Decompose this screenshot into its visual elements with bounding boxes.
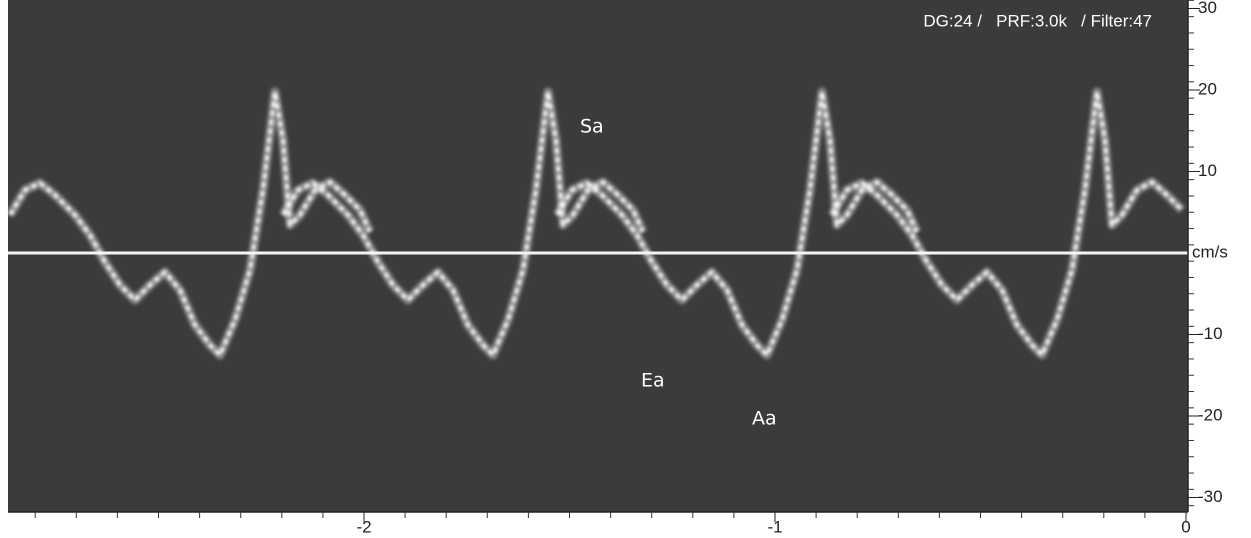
x-tick-label: -1	[767, 517, 782, 536]
x-tick-label: -2	[356, 517, 371, 536]
y-tick-label: 20	[1198, 79, 1217, 98]
annotation: Sa	[580, 116, 604, 138]
y-tick-label: -10	[1198, 324, 1223, 343]
y-tick-label: -30	[1198, 487, 1223, 506]
annotation: Aa	[752, 408, 777, 430]
annotation: Ea	[641, 370, 665, 392]
y-tick-label: 30	[1198, 0, 1217, 17]
x-tick-label: 0	[1181, 517, 1190, 536]
settings-text: DG:24 / PRF:3.0k / Filter:47	[923, 11, 1152, 30]
y-unit: cm/s	[1192, 242, 1228, 261]
y-tick-label: -20	[1198, 405, 1223, 424]
y-tick-label: 10	[1198, 161, 1217, 180]
plot-area	[8, 0, 1188, 512]
doppler-image: DG:24 / PRF:3.0k / Filter:47 cm/s Sa Ea …	[0, 0, 1251, 538]
